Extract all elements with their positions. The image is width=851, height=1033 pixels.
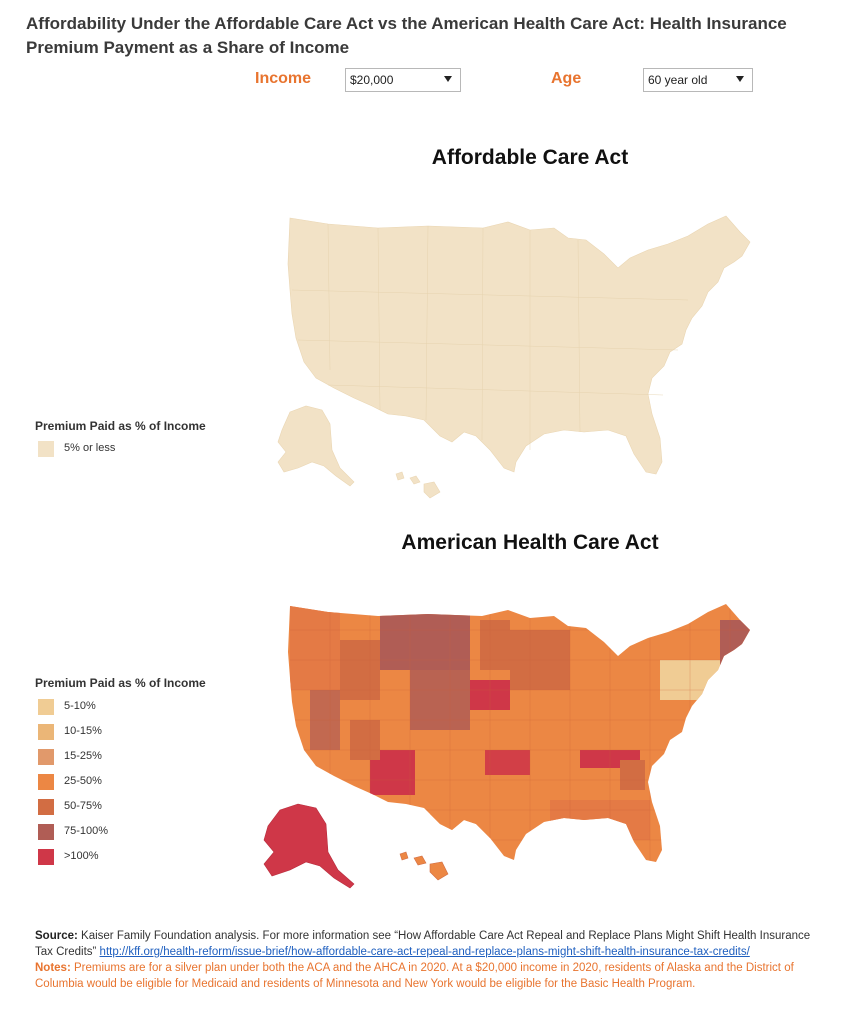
income-select-value: $20,000 [350,73,394,87]
notes-label: Notes: [35,962,71,974]
ahca-legend-swatch [38,724,54,740]
source-text: Kaiser Family Foundation analysis. For m… [35,930,811,958]
age-label: Age [551,70,582,87]
ahca-hawaii [399,851,449,881]
aca-map-title: Affordable Care Act [431,146,629,169]
ahca-legend-swatch [38,849,54,865]
ahca-legend-label: 5-10% [64,700,96,712]
ahca-legend-label: 75-100% [64,825,109,837]
aca-alaska [277,405,355,487]
ahca-map-title: American Health Care Act [401,531,659,554]
income-label: Income [255,70,312,87]
source-note: Source: Kaiser Family Foundation analysi… [35,928,825,960]
aca-map-fill [277,215,751,499]
aca-us-map [277,215,751,499]
ahca-legend-title: Premium Paid as % of Income [35,676,206,690]
notes-text: Premiums are for a silver plan under bot… [35,962,794,990]
ahca-legend-swatch [38,824,54,840]
chevron-down-icon [736,76,744,82]
ahca-legend-label: 25-50% [64,775,102,787]
ahca-legend-swatch [38,799,54,815]
ahca-alaska [263,803,355,889]
chevron-down-icon [444,76,452,82]
age-select-value: 60 year old [648,73,708,87]
source-link[interactable]: http://kff.org/health-reform/issue-brief… [99,946,750,958]
ahca-legend-swatch [38,699,54,715]
income-select[interactable]: $20,000 [345,68,461,92]
aca-legend-swatch [38,441,54,457]
aca-hawaii [395,471,441,499]
ahca-legend-label: 15-25% [64,750,102,762]
ahca-legend-swatch [38,774,54,790]
notes: Notes: Premiums are for a silver plan un… [35,960,825,992]
footer: Source: Kaiser Family Foundation analysi… [35,928,825,992]
aca-legend-label: 5% or less [64,442,116,454]
ahca-legend-label: 10-15% [64,725,102,737]
aca-contiguous-us [287,215,751,475]
ahca-legend-label: >100% [64,850,99,862]
age-select[interactable]: 60 year old [643,68,753,92]
page-title: Affordability Under the Affordable Care … [26,14,787,57]
ahca-legend-label: 50-75% [64,800,102,812]
ahca-legend-swatch [38,749,54,765]
ahca-us-map [263,604,750,889]
aca-legend-title: Premium Paid as % of Income [35,419,206,433]
source-label: Source: [35,930,78,942]
